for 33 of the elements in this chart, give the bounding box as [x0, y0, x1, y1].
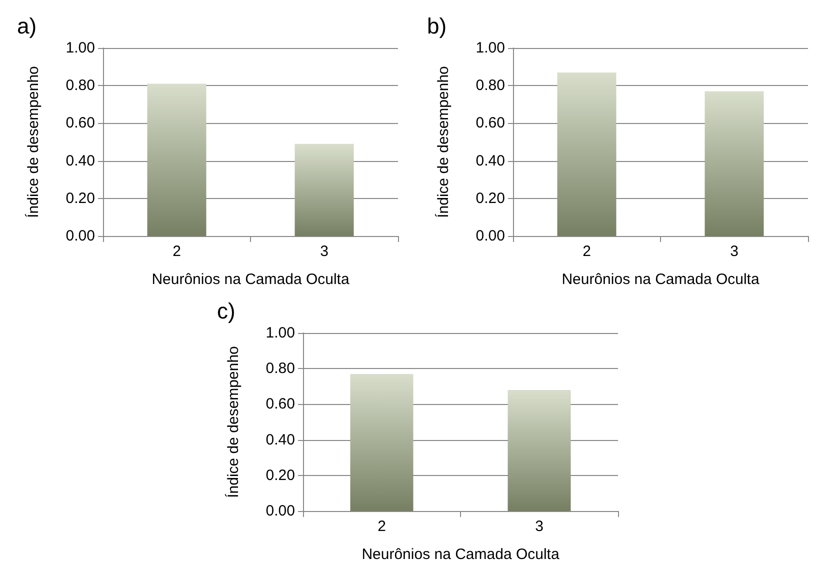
x-axis-title: Neurônios na Camada Oculta	[362, 546, 560, 563]
y-tick-label: 0.00	[66, 228, 95, 244]
x-tick-label: 3	[320, 243, 328, 260]
x-tick-label: 2	[378, 518, 386, 535]
x-tick-label: 3	[730, 243, 738, 260]
y-tick-label: 0.40	[266, 431, 295, 448]
y-tick-label: 0.60	[66, 114, 95, 132]
y-tick-label: 0.00	[266, 502, 295, 520]
y-tick-label: 0.60	[476, 114, 505, 132]
y-tick-label: 0.20	[66, 190, 95, 207]
x-tick-label: 2	[582, 243, 591, 260]
y-axis-title: Índice de desempenho	[434, 66, 452, 218]
y-tick-label: 1.00	[66, 40, 95, 56]
x-axis-title: Neurônios na Camada Oculta	[152, 271, 350, 288]
y-tick-label: 0.60	[266, 396, 295, 413]
chart-title: a)	[17, 14, 37, 38]
chart-title: c)	[217, 298, 236, 324]
y-tick-label: 0.20	[476, 190, 505, 207]
y-tick-label: 0.80	[66, 77, 95, 94]
y-tick-label: 0.80	[266, 360, 295, 378]
y-tick-label: 1.00	[266, 324, 295, 342]
y-tick-label: 0.40	[66, 152, 95, 170]
y-tick-label: 0.20	[266, 466, 295, 484]
x-tick-label: 2	[172, 243, 181, 260]
x-tick-label: 3	[535, 518, 544, 535]
y-axis-title: Índice de desempenho	[24, 66, 42, 218]
y-tick-label: 1.00	[476, 40, 505, 56]
y-tick-label: 0.80	[476, 77, 505, 94]
chart-title: b)	[427, 14, 447, 38]
x-axis-title: Neurônios na Camada Oculta	[562, 271, 760, 288]
y-tick-label: 0.40	[476, 152, 505, 170]
y-axis-title: Índice de desempenho	[224, 346, 242, 498]
y-tick-label: 0.00	[476, 228, 505, 244]
